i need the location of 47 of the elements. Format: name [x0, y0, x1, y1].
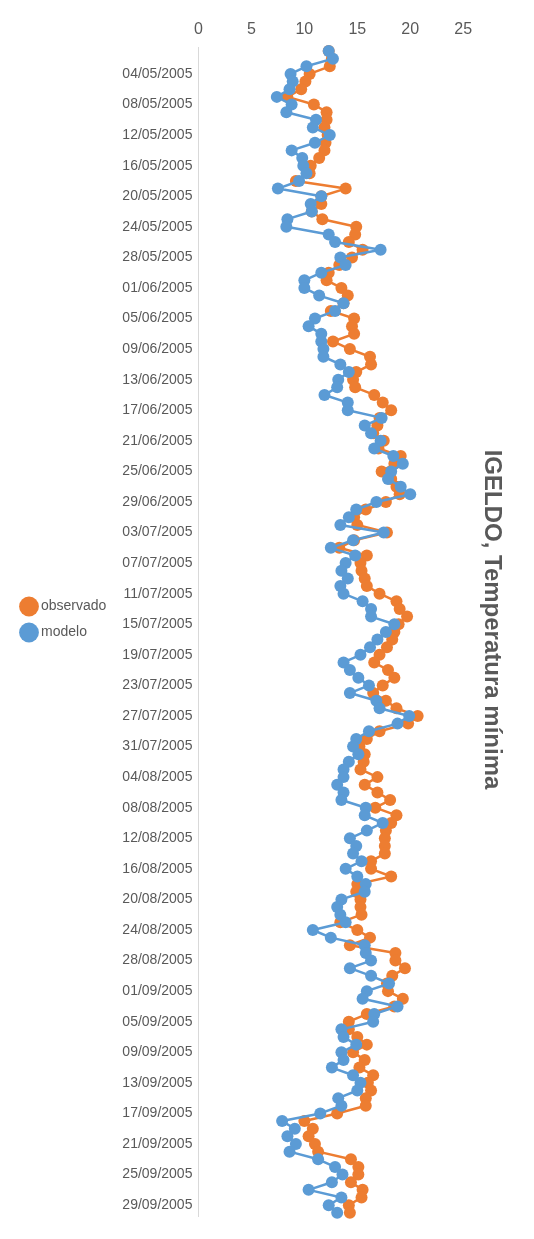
y-tick-label: 20/05/2005 [122, 187, 193, 204]
y-tick-label: 23/07/2005 [122, 676, 193, 693]
y-tick-label: 08/08/2005 [122, 798, 193, 815]
y-tick-label: 17/09/2005 [122, 1104, 193, 1121]
y-tick-label: 01/09/2005 [122, 981, 193, 998]
y-tick-label: 17/06/2005 [122, 401, 193, 418]
y-tick-label: 04/05/2005 [122, 64, 193, 81]
legend-label: observado [41, 597, 107, 614]
y-tick-label: 09/06/2005 [122, 339, 193, 356]
y-tick-label: 11/07/2005 [123, 584, 193, 601]
y-tick-label: 12/05/2005 [122, 125, 193, 142]
y-tick-label: 13/06/2005 [122, 370, 193, 387]
y-tick-label: 05/09/2005 [122, 1012, 193, 1029]
y-tick-label: 29/09/2005 [122, 1195, 193, 1212]
y-tick-label: 15/07/2005 [122, 615, 193, 632]
y-tick-label: 07/07/2005 [122, 553, 193, 570]
y-tick-label: 31/07/2005 [122, 737, 193, 754]
x-tick-label: 20 [401, 20, 420, 38]
y-tick-label: 09/09/2005 [122, 1043, 193, 1060]
x-tick-label: 5 [246, 20, 256, 38]
legend-label: modelo [41, 623, 88, 640]
y-tick-label: 05/06/2005 [122, 309, 193, 326]
y-tick-label: 04/08/2005 [122, 767, 193, 784]
y-tick-label: 29/06/2005 [122, 492, 193, 509]
y-tick-label: 13/09/2005 [122, 1073, 193, 1090]
y-tick-label: 27/07/2005 [122, 706, 193, 723]
y-tick-label: 21/06/2005 [122, 431, 193, 448]
y-tick-label: 12/08/2005 [122, 829, 193, 846]
x-tick-label: 25 [454, 20, 473, 38]
y-tick-label: 20/08/2005 [122, 890, 193, 907]
y-tick-label: 25/09/2005 [122, 1165, 193, 1182]
y-tick-label: 16/08/2005 [122, 859, 193, 876]
y-tick-label: 08/05/2005 [122, 95, 193, 112]
x-tick-label: 10 [295, 20, 314, 38]
y-tick-label: 21/09/2005 [122, 1134, 193, 1151]
y-tick-label: 24/05/2005 [122, 217, 193, 234]
y-tick-label: 01/06/2005 [122, 278, 193, 295]
text: IGELDO, Temperatura mínima [479, 449, 507, 790]
y-tick-label: 28/05/2005 [122, 248, 193, 265]
y-tick-label: 03/07/2005 [122, 523, 193, 540]
x-tick-label: 15 [348, 20, 367, 38]
y-tick-label: 16/05/2005 [122, 156, 193, 173]
y-tick-label: 19/07/2005 [122, 645, 193, 662]
x-tick-label: 0 [193, 20, 203, 38]
y-tick-label: 25/06/2005 [122, 462, 193, 479]
y-tick-label: 28/08/2005 [122, 951, 193, 968]
y-tick-label: 24/08/2005 [122, 920, 193, 937]
